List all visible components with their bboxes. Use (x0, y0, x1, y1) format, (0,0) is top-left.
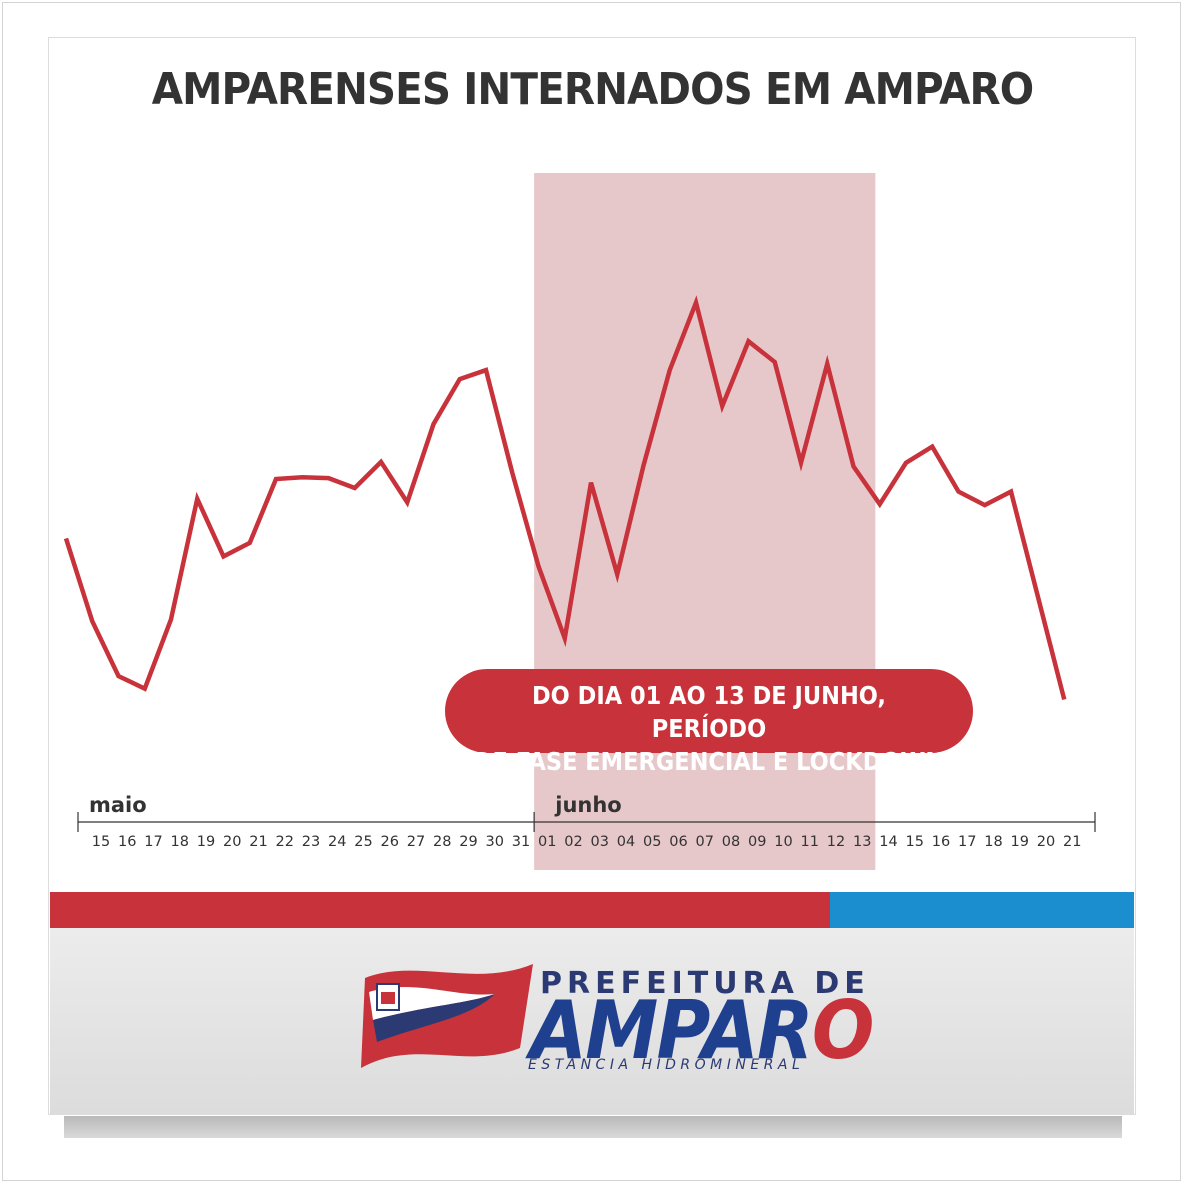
x-tick-label: 05 (643, 834, 661, 850)
x-tick-label: 26 (381, 834, 399, 850)
footer-bar-red (50, 892, 830, 928)
flag-logo-icon (361, 964, 533, 1068)
x-tick-label: 11 (801, 834, 819, 850)
x-tick-label: 15 (92, 834, 110, 850)
x-tick-label: 16 (118, 834, 136, 850)
chart-title: AMPARENSES INTERNADOS EM AMPARO (151, 64, 1034, 115)
x-tick-label: 12 (827, 834, 845, 850)
x-tick-label: 19 (197, 834, 215, 850)
footer-bar-blue (830, 892, 1134, 928)
card-shadow (64, 1116, 1122, 1138)
x-axis (77, 812, 1096, 832)
x-tick-label: 02 (564, 834, 582, 850)
x-tick-label: 22 (276, 834, 294, 850)
x-tick-label: 01 (538, 834, 556, 850)
lockdown-annotation: DO DIA 01 AO 13 DE JUNHO, PERÍODO DE FAS… (445, 669, 973, 776)
month-label-maio: maio (89, 793, 147, 817)
x-tick-label: 14 (879, 834, 897, 850)
x-tick-label: 07 (696, 834, 714, 850)
series-line (63, 295, 1067, 701)
footer-band (50, 928, 1134, 1114)
annotation-line-2: DE FASE EMERGENCIAL E LOCKDOWN (473, 747, 945, 776)
series-group (63, 295, 1067, 701)
month-labels: maio junho (89, 793, 622, 817)
x-tick-label: 31 (512, 834, 530, 850)
x-tick-label: 13 (853, 834, 871, 850)
x-tick-label: 23 (302, 834, 320, 850)
x-tick-label: 17 (958, 834, 976, 850)
logo-main-text-a: AMPAR (530, 984, 814, 1077)
x-tick-label: 06 (669, 834, 687, 850)
lockdown-highlight-band (534, 173, 876, 870)
x-tick-label: 16 (932, 834, 950, 850)
logo-main-text: AMPARO (530, 984, 875, 1077)
x-tick-label: 20 (223, 834, 241, 850)
x-tick-label: 18 (984, 834, 1002, 850)
x-tick-label: 15 (906, 834, 924, 850)
x-tick-label: 18 (171, 834, 189, 850)
x-tick-label: 25 (354, 834, 372, 850)
x-tick-label: 04 (617, 834, 635, 850)
month-label-junho: junho (554, 793, 621, 817)
x-tick-label: 27 (407, 834, 425, 850)
x-tick-label: 30 (486, 834, 504, 850)
x-tick-label: 29 (459, 834, 477, 850)
x-tick-label: 09 (748, 834, 766, 850)
x-tick-labels: 15 16 17 18 19 20 21 22 23 24 25 26 27 28 29 30 31 01 02 03… (92, 834, 1082, 850)
x-tick-label: 19 (1011, 834, 1029, 850)
x-tick-label: 21 (1063, 834, 1081, 850)
x-tick-label: 21 (249, 834, 267, 850)
x-tick-label: 28 (433, 834, 451, 850)
logo-main-text-b: O (811, 984, 875, 1077)
logo-bottom-text: ESTÂNCIA HIDROMINERAL (528, 1057, 805, 1073)
x-tick-label: 17 (144, 834, 162, 850)
x-tick-label: 03 (591, 834, 609, 850)
x-tick-label: 10 (774, 834, 792, 850)
logo-top-text: PREFEITURA DE (540, 966, 870, 1001)
x-tick-label: 24 (328, 834, 346, 850)
x-tick-label: 08 (722, 834, 740, 850)
x-tick-label: 20 (1037, 834, 1055, 850)
annotation-line-1: DO DIA 01 AO 13 DE JUNHO, PERÍODO (532, 681, 886, 743)
